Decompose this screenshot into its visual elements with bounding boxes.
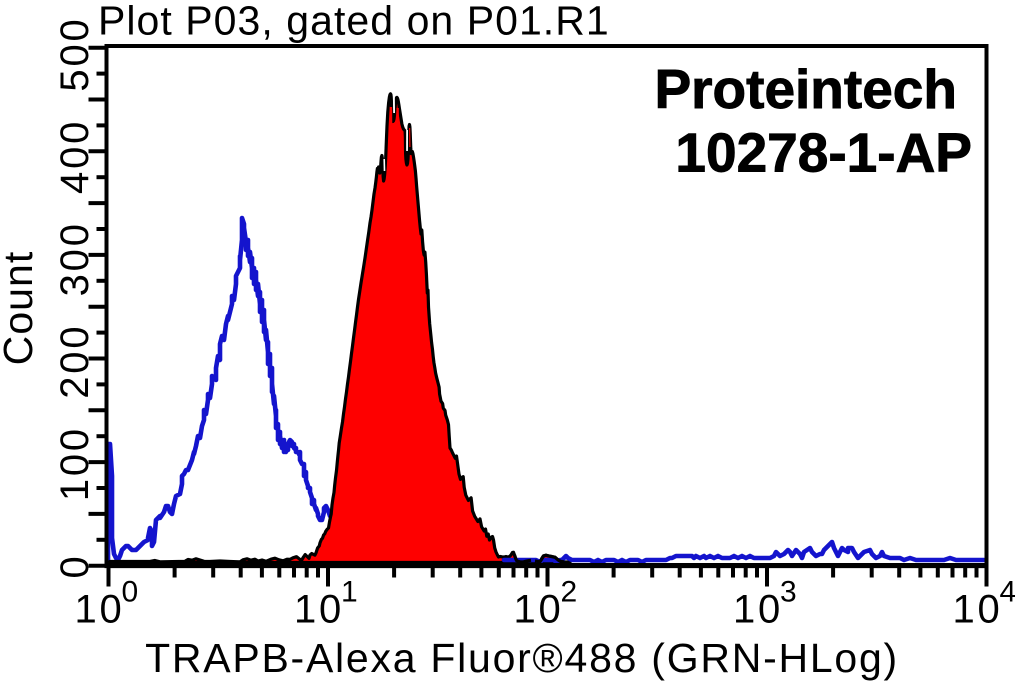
- svg-text:1: 1: [341, 576, 358, 609]
- svg-text:10: 10: [733, 588, 783, 632]
- svg-text:400: 400: [53, 119, 97, 194]
- svg-text:Count: Count: [0, 251, 41, 366]
- svg-text:500: 500: [53, 16, 97, 91]
- svg-text:4: 4: [1000, 576, 1015, 609]
- svg-text:TRAPB-Alexa Fluor®488 (GRN-HLo: TRAPB-Alexa Fluor®488 (GRN-HLog): [145, 635, 899, 681]
- svg-text:300: 300: [53, 221, 97, 296]
- svg-text:10: 10: [953, 588, 1003, 632]
- svg-text:0: 0: [122, 576, 139, 609]
- svg-text:2: 2: [561, 576, 578, 609]
- svg-text:10278-1-AP: 10278-1-AP: [675, 122, 972, 184]
- svg-text:10: 10: [75, 588, 125, 632]
- svg-text:10: 10: [294, 588, 344, 632]
- svg-text:10: 10: [514, 588, 564, 632]
- svg-text:Plot P03, gated on P01.R1: Plot P03, gated on P01.R1: [98, 0, 610, 44]
- svg-text:100: 100: [53, 426, 97, 501]
- svg-text:0: 0: [53, 553, 97, 578]
- svg-text:200: 200: [53, 324, 97, 399]
- svg-text:3: 3: [780, 576, 797, 609]
- svg-text:Proteintech: Proteintech: [654, 58, 957, 120]
